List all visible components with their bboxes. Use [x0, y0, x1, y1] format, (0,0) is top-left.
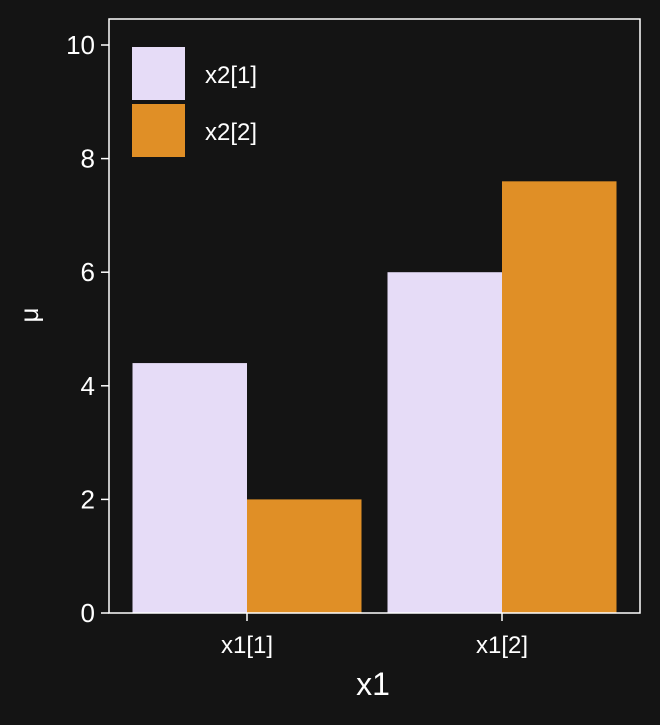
legend: x2[1] x2[2]	[132, 47, 257, 157]
bar-x2[1]-x1[2]	[387, 272, 502, 613]
y-tick-label-10: 10	[66, 30, 95, 60]
y-tick-label-0: 0	[81, 598, 95, 628]
y-tick-label-2: 2	[81, 484, 95, 514]
legend-label-x2[1]: x2[1]	[205, 62, 257, 89]
axes-layer: 0 2 4 6 8 10 x1[1] x1[2]	[66, 30, 528, 659]
y-axis-label: μ	[14, 308, 44, 323]
bar-x2[1]-x1[1]	[132, 363, 247, 613]
y-tick-label-6: 6	[81, 257, 95, 287]
y-tick-label-8: 8	[81, 144, 95, 174]
bars-layer	[132, 181, 617, 613]
bar-x2[2]-x1[2]	[502, 181, 617, 613]
x-tick-label-x1[2]: x1[2]	[476, 632, 528, 659]
bar-x2[2]-x1[1]	[247, 499, 362, 613]
legend-swatch-x2[2]	[132, 104, 185, 157]
legend-swatch-x2[1]	[132, 47, 185, 100]
legend-label-x2[2]: x2[2]	[205, 119, 257, 146]
plot-panel-border	[108, 18, 641, 614]
x-tick-label-x1[1]: x1[1]	[221, 632, 273, 659]
x-axis-label: x1	[356, 666, 390, 702]
y-tick-label-4: 4	[81, 371, 95, 401]
